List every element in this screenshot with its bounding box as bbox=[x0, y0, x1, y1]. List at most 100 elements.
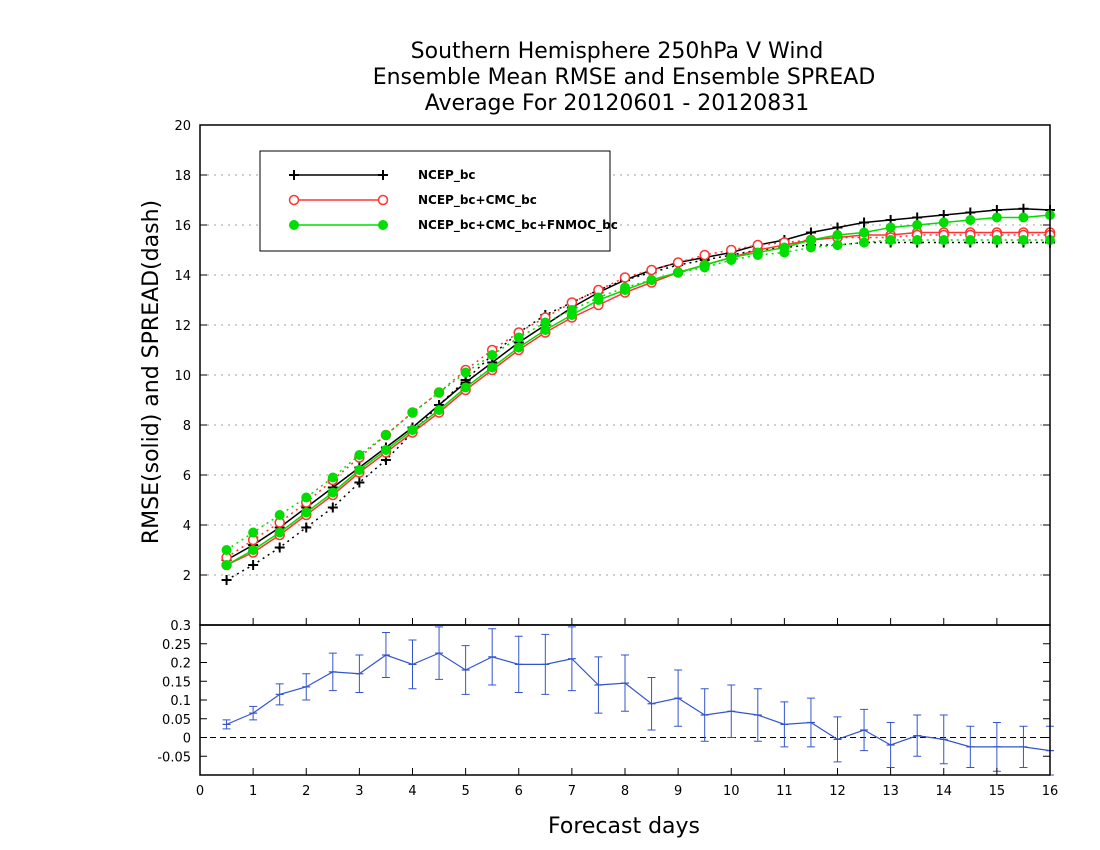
rmse-point bbox=[434, 405, 445, 415]
error-bar bbox=[727, 684, 736, 738]
error-bar bbox=[381, 632, 390, 678]
spread-point bbox=[327, 472, 338, 483]
legend-marker bbox=[288, 194, 300, 206]
bottom-y-tick-label: 0 bbox=[183, 732, 191, 747]
rmse-point bbox=[248, 545, 259, 555]
rmse-point bbox=[513, 342, 524, 353]
rmse-point bbox=[301, 507, 312, 518]
spread-point bbox=[354, 477, 365, 488]
rmse-point bbox=[938, 217, 949, 228]
error-bar bbox=[647, 677, 656, 731]
x-tick-label: 0 bbox=[196, 784, 204, 799]
legend-box bbox=[259, 150, 611, 252]
error-bar bbox=[461, 645, 470, 695]
legend-label: NCEP_bc+CMC_bc bbox=[418, 193, 537, 208]
error-bar bbox=[514, 635, 523, 693]
x-axis-label: Forecast days bbox=[548, 814, 700, 839]
legend-marker bbox=[289, 170, 299, 180]
x-tick-label: 3 bbox=[355, 784, 363, 799]
error-bar bbox=[939, 714, 948, 765]
rmse-point bbox=[274, 527, 285, 538]
spread-point bbox=[248, 527, 259, 538]
spread-point bbox=[301, 492, 312, 503]
bottom-y-tick-label: 0.1 bbox=[170, 694, 191, 709]
x-tick-label: 6 bbox=[515, 784, 523, 799]
spread-point bbox=[354, 450, 365, 460]
rmse-point bbox=[859, 217, 870, 228]
spread-point bbox=[805, 242, 816, 253]
error-bar bbox=[992, 722, 1001, 772]
spread-point bbox=[274, 542, 285, 553]
spread-line bbox=[226, 239, 1050, 551]
spread-point bbox=[407, 407, 418, 418]
spread-point bbox=[221, 575, 232, 585]
rmse-point bbox=[912, 220, 923, 230]
spread-point bbox=[221, 545, 232, 555]
spread-point bbox=[779, 247, 790, 258]
spread-point bbox=[540, 317, 551, 328]
rmse-point bbox=[859, 227, 870, 238]
top-y-tick-label: 18 bbox=[174, 169, 191, 184]
chart-title: Southern Hemisphere 250hPa V Wind Ensemb… bbox=[373, 39, 876, 116]
rmse-point bbox=[460, 382, 471, 393]
error-bar bbox=[222, 719, 231, 730]
error-bar bbox=[1019, 725, 1028, 768]
legend-marker bbox=[377, 194, 389, 206]
error-bar bbox=[833, 716, 842, 763]
rmse-point bbox=[380, 445, 391, 455]
spread-point bbox=[912, 235, 923, 245]
y-axis-label: RMSE(solid) and SPREAD(dash) bbox=[139, 200, 164, 544]
spread-point bbox=[938, 235, 949, 245]
spread-point bbox=[859, 237, 870, 248]
legend-item: NCEP_bc+CMC_bc bbox=[288, 193, 537, 208]
error-bar bbox=[913, 714, 922, 757]
bottom-y-tick-label: 0.2 bbox=[170, 657, 191, 672]
x-tick-label: 1 bbox=[249, 784, 257, 799]
error-bar bbox=[621, 654, 629, 712]
rmse-point bbox=[487, 362, 498, 373]
bottom-y-tick-label: 0.15 bbox=[162, 675, 191, 690]
top-y-tick-label: 12 bbox=[174, 319, 191, 334]
top-y-tick-label: 10 bbox=[174, 369, 191, 384]
rmse-point bbox=[991, 212, 1002, 223]
x-tick-label: 8 bbox=[621, 784, 629, 799]
spread-point bbox=[513, 332, 524, 343]
spread-point bbox=[885, 235, 896, 245]
error-bar bbox=[806, 697, 815, 748]
spread-point bbox=[274, 510, 285, 520]
x-tick-label: 16 bbox=[1042, 784, 1059, 799]
x-tick-label: 11 bbox=[776, 784, 793, 799]
spread-point bbox=[566, 305, 577, 315]
error-bar bbox=[488, 628, 497, 686]
legend-label: NCEP_bc+CMC_bc+FNMOC_bc bbox=[418, 218, 618, 233]
x-tick-label: 15 bbox=[989, 784, 1006, 799]
x-tick-label: 4 bbox=[408, 784, 416, 799]
spread-point bbox=[673, 267, 684, 278]
error-bar bbox=[355, 654, 364, 693]
top-y-tick-label: 6 bbox=[183, 469, 191, 484]
spread-point bbox=[593, 292, 604, 303]
error-bar bbox=[328, 652, 337, 692]
rmse-point bbox=[832, 230, 843, 240]
x-tick-label: 7 bbox=[568, 784, 576, 799]
rmse-line bbox=[226, 214, 1051, 566]
error-bar bbox=[408, 639, 417, 690]
bottom-y-tick-label: 0.25 bbox=[162, 638, 191, 653]
error-bar bbox=[780, 701, 789, 748]
x-tick-label: 12 bbox=[829, 784, 846, 799]
x-tick-label: 14 bbox=[935, 784, 952, 799]
rmse-line bbox=[226, 207, 1051, 561]
spread-point bbox=[380, 430, 391, 440]
difference-line bbox=[226, 652, 1051, 752]
spread-point bbox=[1018, 235, 1029, 245]
legend-label: NCEP_bc bbox=[418, 168, 476, 183]
legend-marker bbox=[378, 220, 388, 230]
spread-point bbox=[487, 350, 498, 360]
error-bar bbox=[674, 669, 683, 727]
top-y-tick-label: 8 bbox=[183, 419, 191, 434]
rmse-line bbox=[226, 231, 1050, 566]
spread-point bbox=[991, 235, 1002, 245]
rmse-point bbox=[221, 560, 232, 570]
legend: NCEP_bc NCEP_bc+CMC_bc NCEP_bc+CMC_bc+FNMO… bbox=[259, 150, 618, 252]
bottom-y-tick-label: 0.05 bbox=[162, 713, 191, 728]
